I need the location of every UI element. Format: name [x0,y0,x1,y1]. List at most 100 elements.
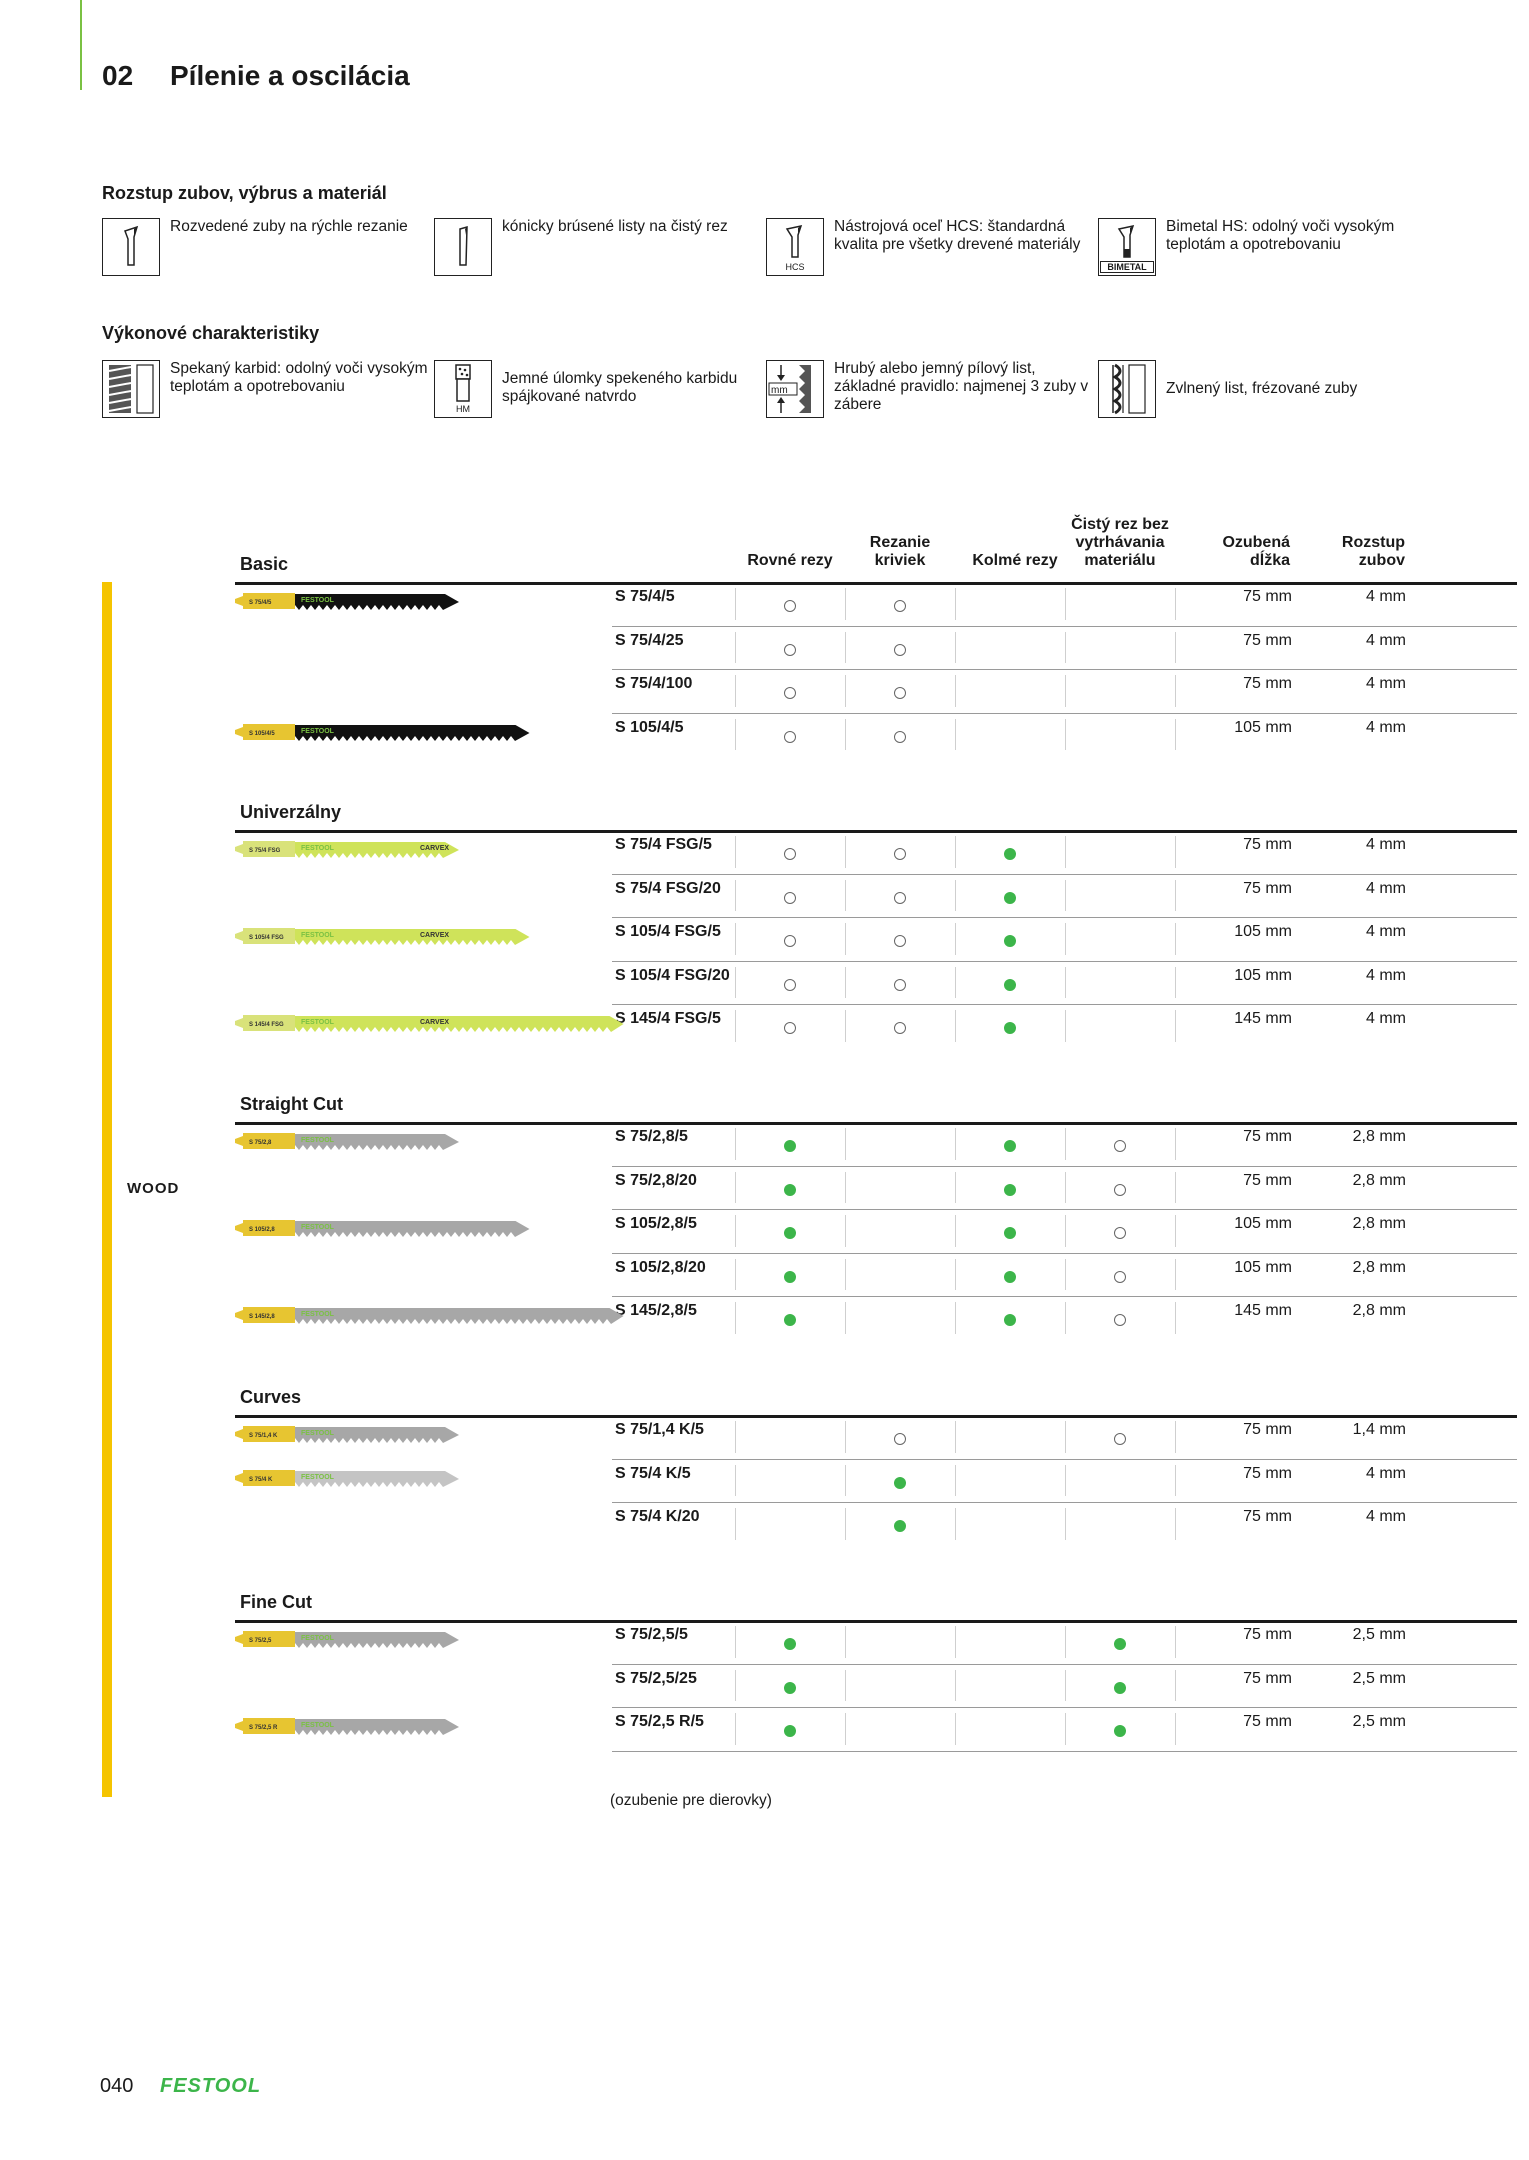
tooth-pitch: 2,8 mm [1352,1215,1406,1232]
clean-suitable-dot [1114,1681,1126,1694]
blade-code: S 75/4/100 [615,675,693,692]
blade-code: S 75/2,8/5 [615,1128,688,1145]
group-title: Basic [240,554,289,574]
column-separator [735,718,736,750]
toothed-length: 145 mm [1234,1302,1292,1319]
tooth-pitch: 4 mm [1366,966,1406,984]
row-divider [612,712,1517,714]
blade-code: S 145/2,8/5 [615,1302,697,1319]
row-divider [612,917,1517,918]
column-separator [1175,1171,1176,1203]
column-separator [1065,1464,1066,1496]
tooth-pitch: 4 mm [1366,631,1406,649]
column-separator [1175,1010,1176,1042]
column-separator [1175,1302,1176,1334]
blade-code: S 75/2,8/20 [615,1171,697,1189]
column-separator [1175,1464,1176,1496]
clean-limited-circle [1114,1183,1126,1196]
perp-suitable-dot [1004,1140,1016,1152]
wavy-blade-icon [1098,360,1156,418]
straight-suitable-dot [784,1227,796,1239]
straight-limited-circle [784,730,796,743]
toothed-length: 75 mm [1243,879,1292,897]
blade-label: S 75/1,4 K [249,1433,278,1439]
column-separator [1175,1626,1176,1658]
toothed-length: 75 mm [1243,588,1292,605]
material-color-bar [102,582,112,1797]
column-separator [1175,631,1176,663]
blade-code: S 75/4 FSG/5 [615,836,712,853]
column-separator [955,966,956,998]
blade-brand: FESTOOL [301,1430,335,1437]
column-separator [845,1171,846,1203]
blade-code: S 105/2,8/20 [615,1258,706,1276]
blade-code: S 105/4 FSG/20 [615,966,730,984]
section-title-teeth: Rozstup zubov, výbrus a materiál [102,183,387,203]
row-divider [612,1165,1517,1167]
row-divider [612,1209,1517,1210]
blade-code: S 75/1,4 K/5 [615,1421,704,1438]
header-clean-line1: Čistý rez bez [1071,516,1169,533]
legend-text-taper-ground: kónicky brúsené listy na čistý rez [502,218,728,235]
column-separator [845,1713,846,1745]
legend-text-hcs: Nástrojová oceľ HCS: štandardná kvalita … [834,218,1081,253]
toothed-length: 105 mm [1234,966,1292,984]
column-separator [1175,675,1176,707]
blade-image: S 75/4 FSG FESTOOL CARVEX [235,841,459,858]
clean-limited-circle [1114,1140,1126,1152]
blade-code: S 75/4/5 [615,588,675,605]
toothed-length: 75 mm [1243,1171,1292,1189]
straight-suitable-dot [784,1140,796,1152]
blade-label: S 105/4 FSG [249,935,284,941]
perp-suitable-dot [1004,848,1016,860]
column-separator [735,1258,736,1290]
tooth-pitch: 2,8 mm [1352,1128,1406,1145]
straight-suitable-dot [784,1638,796,1650]
blade-image: S 105/4 FSG FESTOOL CARVEX [235,928,530,945]
blade-extra: CARVEX [420,1019,449,1026]
festool-logo: FESTOOL [160,2075,262,2097]
column-separator [1065,1258,1066,1290]
chapter-number: 02 [102,60,134,91]
header-clean-line3: materiálu [1084,552,1156,569]
header-length-line1: Ozubená [1222,534,1290,551]
curves-suitable-dot [894,1520,906,1532]
blade-brand: FESTOOL [301,1137,335,1144]
column-separator [1175,966,1176,998]
blade-code: S 75/4 FSG/20 [615,879,721,897]
straight-limited-circle [784,687,796,699]
column-separator [1065,1010,1066,1042]
blade-extra: CARVEX [420,932,449,939]
straight-limited-circle [784,600,796,612]
column-separator [1175,836,1176,868]
column-separator [1065,1508,1066,1540]
blade-brand: FESTOOL [301,932,335,939]
clean-limited-circle [1114,1433,1126,1445]
column-separator [955,1713,956,1745]
toothed-length: 75 mm [1243,1508,1292,1525]
column-separator [735,836,736,868]
header-clean-cut: Čistý rez bez vytrhávania materiálu [1060,516,1180,570]
legend-wavy-blade: Zvlnený list, frézované zuby [1098,360,1428,422]
blade-brand: FESTOOL [301,1224,335,1231]
blade-code: S 75/4/25 [615,631,684,649]
hm-grit-icon: HM [434,360,492,418]
column-separator [1175,1258,1176,1290]
column-separator [955,879,956,911]
header-pitch-line2: zubov [1358,552,1405,569]
straight-suitable-dot [784,1270,796,1283]
header-perpendicular: Kolmé rezy [972,552,1058,569]
column-separator [1065,718,1066,750]
column-separator [955,1669,956,1701]
column-separator [955,1215,956,1247]
row-divider [612,1502,1517,1503]
column-separator [955,718,956,750]
legend-taper-ground: kónicky brúsené listy na čistý rez [434,218,764,280]
group-rule [235,1122,1517,1125]
column-separator [955,836,956,868]
column-separator [735,588,736,620]
toothed-length: 75 mm [1243,1421,1292,1438]
column-separator [1065,588,1066,620]
group-title: Curves [240,1387,302,1407]
blade-label: S 75/2,5 R [249,1725,278,1731]
